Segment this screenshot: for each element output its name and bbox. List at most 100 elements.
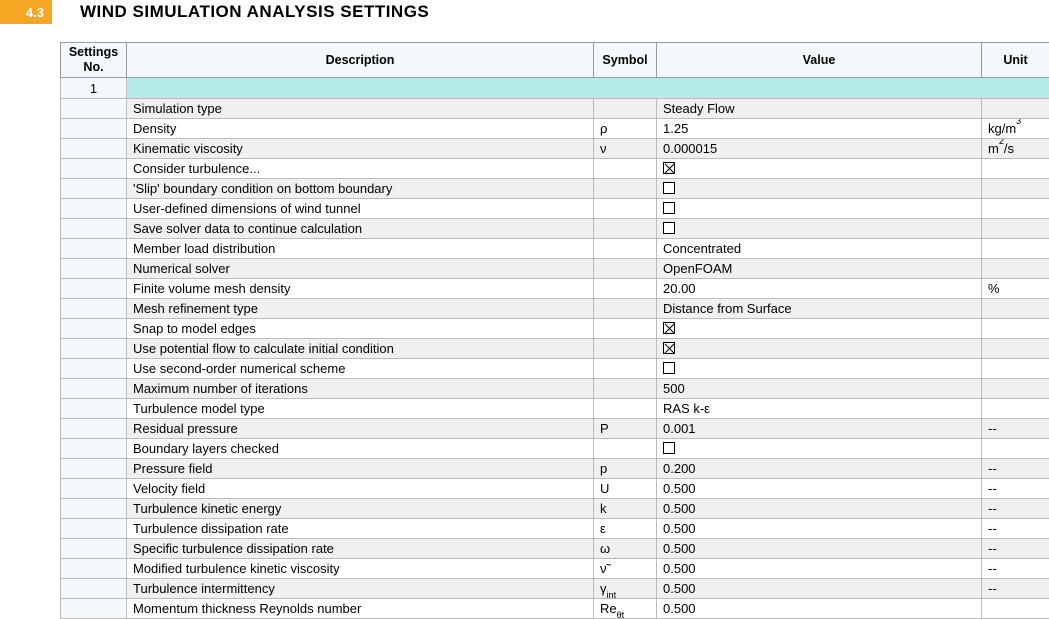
unit-cell[interactable]: --: [982, 419, 1049, 439]
symbol-cell[interactable]: [594, 159, 657, 179]
settings-no-cell[interactable]: [61, 239, 127, 259]
description-cell[interactable]: Turbulence dissipation rate: [127, 519, 594, 539]
description-cell[interactable]: Density: [127, 119, 594, 139]
value-cell[interactable]: 20.00: [657, 279, 982, 299]
settings-no-cell[interactable]: [61, 459, 127, 479]
symbol-cell[interactable]: [594, 399, 657, 419]
checkbox-icon[interactable]: [663, 202, 675, 214]
unit-cell[interactable]: [982, 179, 1049, 199]
value-cell[interactable]: Concentrated: [657, 239, 982, 259]
settings-no-cell[interactable]: [61, 439, 127, 459]
checkbox-icon[interactable]: [663, 442, 675, 454]
settings-no-cell[interactable]: [61, 179, 127, 199]
symbol-cell[interactable]: [594, 99, 657, 119]
unit-cell[interactable]: kg/m3: [982, 119, 1049, 139]
checkbox-icon[interactable]: [663, 222, 675, 234]
description-cell[interactable]: Snap to model edges: [127, 319, 594, 339]
unit-cell[interactable]: [982, 219, 1049, 239]
symbol-cell[interactable]: p: [594, 459, 657, 479]
unit-cell[interactable]: m2/s: [982, 139, 1049, 159]
value-cell[interactable]: OpenFOAM: [657, 259, 982, 279]
settings-no-cell[interactable]: [61, 359, 127, 379]
value-cell[interactable]: Distance from Surface: [657, 299, 982, 319]
symbol-cell[interactable]: [594, 179, 657, 199]
value-cell[interactable]: 500: [657, 379, 982, 399]
description-cell[interactable]: Use potential flow to calculate initial …: [127, 339, 594, 359]
value-cell[interactable]: 0.500: [657, 559, 982, 579]
description-cell[interactable]: Turbulence intermittency: [127, 579, 594, 599]
symbol-cell[interactable]: [594, 279, 657, 299]
description-cell[interactable]: Finite volume mesh density: [127, 279, 594, 299]
settings-no-cell[interactable]: [61, 119, 127, 139]
value-cell[interactable]: [657, 359, 982, 379]
symbol-cell[interactable]: [594, 239, 657, 259]
settings-no-cell[interactable]: [61, 499, 127, 519]
description-cell[interactable]: Member load distribution: [127, 239, 594, 259]
unit-cell[interactable]: [982, 159, 1049, 179]
unit-cell[interactable]: %: [982, 279, 1049, 299]
settings-no-cell[interactable]: [61, 319, 127, 339]
value-cell[interactable]: 0.500: [657, 579, 982, 599]
settings-no-cell[interactable]: [61, 299, 127, 319]
unit-cell[interactable]: [982, 439, 1049, 459]
unit-cell[interactable]: --: [982, 519, 1049, 539]
value-cell[interactable]: [657, 159, 982, 179]
symbol-cell[interactable]: ρ: [594, 119, 657, 139]
value-cell[interactable]: [657, 199, 982, 219]
settings-no-cell[interactable]: [61, 519, 127, 539]
unit-cell[interactable]: --: [982, 459, 1049, 479]
description-cell[interactable]: Consider turbulence...: [127, 159, 594, 179]
symbol-cell[interactable]: [594, 379, 657, 399]
checkbox-icon[interactable]: [663, 322, 675, 334]
description-cell[interactable]: Maximum number of iterations: [127, 379, 594, 399]
settings-no-cell[interactable]: [61, 539, 127, 559]
settings-no-cell[interactable]: 1: [61, 78, 127, 99]
value-cell[interactable]: RAS k-ε: [657, 399, 982, 419]
value-cell[interactable]: 0.000015: [657, 139, 982, 159]
unit-cell[interactable]: [982, 319, 1049, 339]
unit-cell[interactable]: --: [982, 539, 1049, 559]
description-cell[interactable]: Kinematic viscosity: [127, 139, 594, 159]
description-cell[interactable]: Mesh refinement type: [127, 299, 594, 319]
value-cell[interactable]: [657, 179, 982, 199]
unit-cell[interactable]: [982, 99, 1049, 119]
description-cell[interactable]: Pressure field: [127, 459, 594, 479]
unit-cell[interactable]: [982, 399, 1049, 419]
settings-no-cell[interactable]: [61, 559, 127, 579]
settings-no-cell[interactable]: [61, 579, 127, 599]
symbol-cell[interactable]: [594, 319, 657, 339]
description-cell[interactable]: Numerical solver: [127, 259, 594, 279]
settings-no-cell[interactable]: [61, 99, 127, 119]
checkbox-icon[interactable]: [663, 182, 675, 194]
description-cell[interactable]: Boundary layers checked: [127, 439, 594, 459]
settings-no-cell[interactable]: [61, 159, 127, 179]
symbol-cell[interactable]: [594, 219, 657, 239]
symbol-cell[interactable]: γint: [594, 579, 657, 599]
value-cell[interactable]: 0.200: [657, 459, 982, 479]
checkbox-icon[interactable]: [663, 362, 675, 374]
unit-cell[interactable]: [982, 259, 1049, 279]
settings-no-cell[interactable]: [61, 259, 127, 279]
symbol-cell[interactable]: [594, 339, 657, 359]
symbol-cell[interactable]: [594, 199, 657, 219]
settings-no-cell[interactable]: [61, 399, 127, 419]
description-cell[interactable]: Turbulence kinetic energy: [127, 499, 594, 519]
symbol-cell[interactable]: U: [594, 479, 657, 499]
unit-cell[interactable]: [982, 299, 1049, 319]
settings-no-cell[interactable]: [61, 279, 127, 299]
active-edit-cell[interactable]: [127, 78, 1049, 99]
checkbox-icon[interactable]: [663, 342, 675, 354]
description-cell[interactable]: Residual pressure: [127, 419, 594, 439]
value-cell[interactable]: 0.500: [657, 519, 982, 539]
value-cell[interactable]: [657, 339, 982, 359]
symbol-cell[interactable]: P: [594, 419, 657, 439]
unit-cell[interactable]: [982, 239, 1049, 259]
settings-no-cell[interactable]: [61, 419, 127, 439]
value-cell[interactable]: Steady Flow: [657, 99, 982, 119]
unit-cell[interactable]: --: [982, 579, 1049, 599]
unit-cell[interactable]: --: [982, 499, 1049, 519]
settings-no-cell[interactable]: [61, 139, 127, 159]
symbol-cell[interactable]: k: [594, 499, 657, 519]
settings-no-cell[interactable]: [61, 379, 127, 399]
settings-no-cell[interactable]: [61, 199, 127, 219]
